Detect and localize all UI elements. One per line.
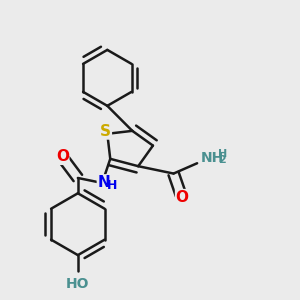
Text: S: S: [100, 124, 111, 139]
Text: O: O: [176, 190, 189, 205]
Text: NH: NH: [201, 151, 224, 165]
Text: 2: 2: [218, 155, 226, 165]
Text: N: N: [98, 175, 110, 190]
Text: H: H: [107, 179, 118, 192]
Text: HO: HO: [66, 277, 90, 291]
Text: O: O: [56, 149, 69, 164]
Text: H: H: [218, 149, 227, 159]
